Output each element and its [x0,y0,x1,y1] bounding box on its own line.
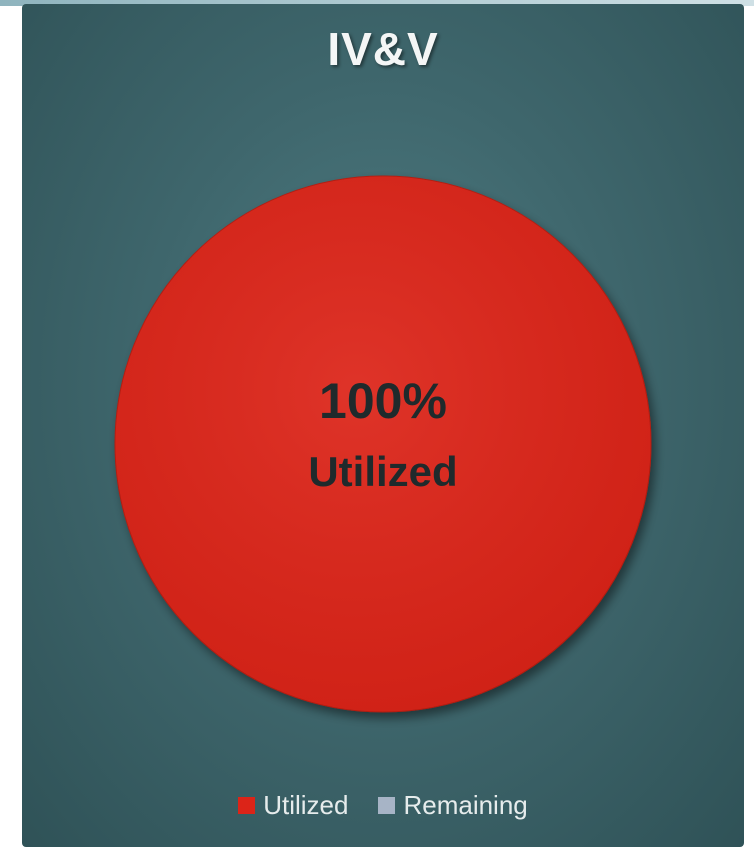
legend-swatch-remaining [378,797,396,814]
legend-item-remaining[interactable]: Remaining [378,790,528,821]
chart-title: IV&V [327,23,439,75]
top-border-strip [0,0,754,6]
center-value-label: 100% [319,373,447,429]
legend-item-utilized[interactable]: Utilized [238,790,348,821]
legend-label-remaining: Remaining [403,790,528,820]
legend-swatch-utilized [238,797,256,814]
legend: Utilized Remaining [22,790,744,821]
chart-panel: IV&V 100% Utilized Utilized Remaining [22,4,744,847]
pie-slice-utilized[interactable] [114,175,652,713]
center-text-label: Utilized [308,448,458,495]
legend-label-utilized: Utilized [263,790,349,820]
